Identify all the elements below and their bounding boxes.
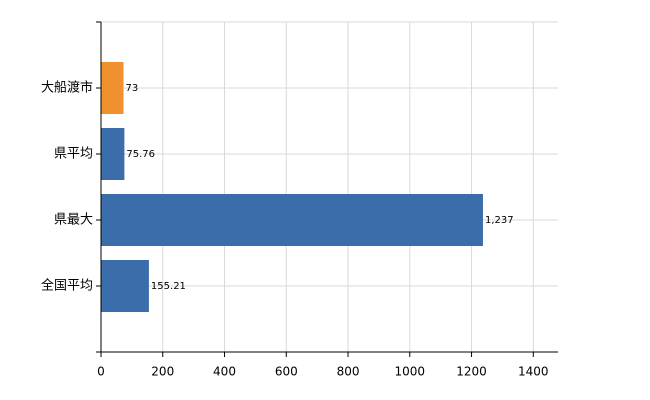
- x-tick-label: 0: [97, 365, 105, 379]
- bar: [101, 62, 124, 114]
- bar: [101, 128, 125, 180]
- y-tick-label: 全国平均: [41, 278, 93, 294]
- x-tick-label: 1200: [456, 365, 487, 379]
- x-tick-label: 800: [337, 365, 360, 379]
- x-tick-label: 1000: [395, 365, 426, 379]
- x-tick-label: 600: [275, 365, 298, 379]
- x-tick-label: 400: [213, 365, 236, 379]
- y-tick-label: 大船渡市: [41, 80, 93, 96]
- bar: [101, 194, 483, 246]
- value-label: 155.21: [151, 281, 186, 292]
- value-label: 75.76: [126, 149, 155, 160]
- x-tick-label: 200: [151, 365, 174, 379]
- bar: [101, 260, 149, 312]
- y-tick-label: 県最大: [54, 213, 93, 228]
- y-tick-label: 県平均: [54, 147, 93, 162]
- value-label: 73: [126, 83, 139, 94]
- x-tick-label: 1400: [518, 365, 549, 379]
- value-label: 1,237: [485, 215, 514, 226]
